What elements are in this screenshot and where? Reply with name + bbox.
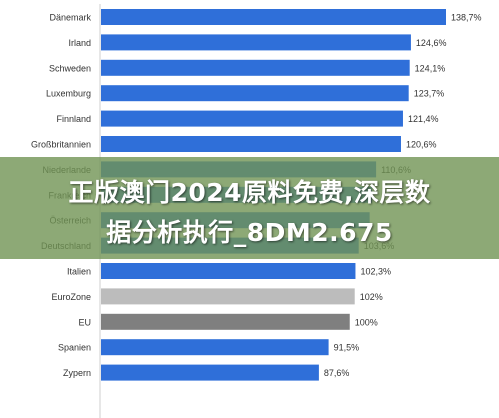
bar <box>101 313 350 330</box>
value-label: 100% <box>355 317 378 327</box>
bar <box>101 59 410 76</box>
category-label: Schweden <box>49 63 91 73</box>
category-label: Zypern <box>63 368 91 378</box>
category-label: EU <box>78 317 91 327</box>
bar <box>101 339 329 356</box>
category-label: Irland <box>68 38 91 48</box>
category-label: EuroZone <box>51 292 91 302</box>
bar <box>101 263 356 279</box>
category-label: Finnland <box>56 114 91 124</box>
category-label: Großbritannien <box>31 140 91 150</box>
value-label: 91,5% <box>334 343 360 353</box>
value-label: 120,6% <box>406 140 437 150</box>
bar <box>101 85 409 102</box>
title-banner <box>0 157 499 259</box>
value-label: 102,3% <box>360 267 391 277</box>
value-label: 87,6% <box>324 368 350 378</box>
category-label: Spanien <box>58 343 91 353</box>
banner-title-line-2: 据分析执行_8DM2.675 <box>106 218 393 247</box>
value-label: 124,6% <box>416 38 447 48</box>
bar <box>101 364 319 381</box>
bar <box>101 288 355 305</box>
category-label: Italien <box>67 267 91 277</box>
value-label: 121,4% <box>408 114 439 124</box>
banner-title-line-1: 正版澳门2024原料免费,深层数 <box>68 178 431 207</box>
value-label: 123,7% <box>414 89 445 99</box>
value-label: 138,7% <box>451 13 482 23</box>
bar <box>101 34 411 51</box>
bar <box>101 9 446 25</box>
category-label: Dänemark <box>49 13 91 23</box>
bar <box>101 136 401 152</box>
bar <box>101 110 403 127</box>
category-label: Luxemburg <box>46 89 91 99</box>
value-label: 102% <box>360 292 383 302</box>
value-label: 124,1% <box>415 63 446 73</box>
